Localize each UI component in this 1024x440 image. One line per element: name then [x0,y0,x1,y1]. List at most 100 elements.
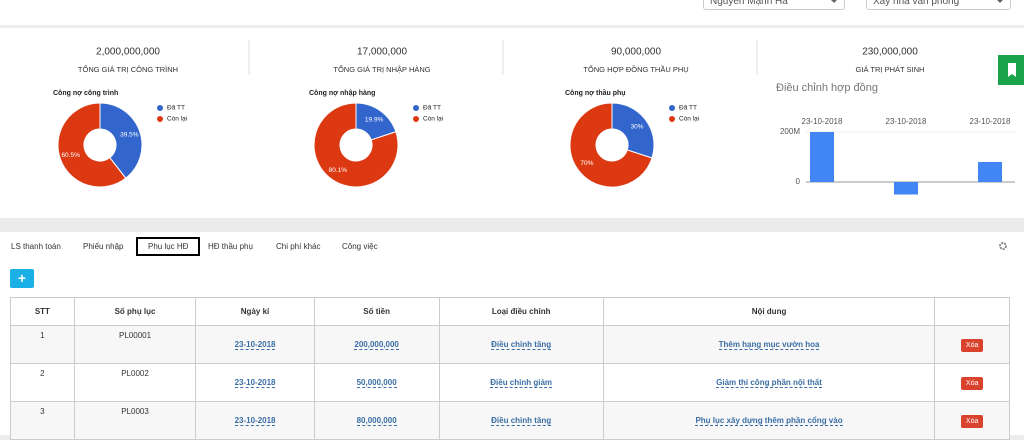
legend-swatch [157,105,163,111]
legend-swatch [669,105,675,111]
tab[interactable]: Công việc [342,242,378,251]
tab[interactable]: LS thanh toán [11,242,61,251]
table-cell: 23-10-2018 [195,401,315,440]
editable-link[interactable]: 80,000,000 [356,416,397,426]
legend-label: Còn lại [679,116,699,123]
slice-label: 19.9% [365,117,384,124]
table-cell: PL0003 [73,401,197,440]
header-cell: Ngày kí [195,297,315,326]
table-cell: PL00001 [73,325,197,364]
editable-link[interactable]: 200,000,000 [354,340,399,350]
table-cell: PL0002 [73,363,197,402]
table-cell: Giảm thi công phần nội thất [602,363,936,402]
table-cell: Xóa [934,401,1010,440]
editable-link[interactable]: 23-10-2018 [234,340,276,350]
delete-button[interactable]: Xóa [960,377,984,390]
pie-title: Công nợ thầu phụ [565,88,626,97]
y-tick-label: 0 [796,177,801,186]
stat-value: 2,000,000,000 [96,47,160,58]
bar [978,162,1002,182]
legend-label: Đã TT [679,105,697,112]
editable-link[interactable]: 50,000,000 [356,378,397,388]
slice-label: 70% [580,160,593,167]
stat-label: TỔNG GIÁ TRỊ CÔNG TRÌNH [78,65,178,74]
x-tick-label: 23-10-2018 [970,117,1011,126]
pie-slice [569,102,653,188]
bookmark-icon [1008,63,1016,77]
stat-value: 17,000,000 [357,47,407,58]
editable-link[interactable]: Điều chỉnh tăng [491,340,552,350]
table-row: 3 PL0003 23-10-2018 80,000,000 Điều chỉnh tă… [10,401,1010,440]
data-table: STT Số phụ lục Ngày kí Số tiền Loại điều chỉ… [10,297,1010,440]
project-select[interactable]: Xây nhà văn phòng [866,0,1011,10]
slice-label: 39.5% [120,132,139,139]
header-cell: Số tiền [313,297,440,326]
table-cell: 3 [10,401,75,440]
pie-slice [99,102,143,179]
user-select[interactable]: Nguyễn Mạnh Hà [703,0,845,10]
table-row: 2 PL0002 23-10-2018 50,000,000 Điều chỉnh gi… [10,363,1010,402]
tab[interactable]: HĐ thầu phụ [208,242,253,251]
table-cell: 23-10-2018 [195,325,315,364]
x-tick-label: 23-10-2018 [886,117,927,126]
legend-swatch [157,116,163,122]
table-cell: 50,000,000 [313,363,440,402]
tab[interactable]: Phụ lục HĐ [136,237,201,256]
table-cell: Điều chỉnh tăng [438,325,604,364]
bar-title: Điều chỉnh hợp đồng [776,82,878,94]
delete-button[interactable]: Xóa [960,339,984,352]
stat-label: TỔNG GIÁ TRỊ NHẬP HÀNG [333,65,430,74]
table-cell: 2 [10,363,75,402]
header-cell: Loại điều chỉnh [438,297,604,326]
header-cell: Nội dung [602,297,936,326]
stat-value: 230,000,000 [862,47,918,58]
settings-icon[interactable] [998,241,1008,251]
editable-link[interactable]: Giảm thi công phần nội thất [716,378,822,388]
legend-label: Đã TT [167,105,185,112]
add-button[interactable]: + [10,269,34,288]
slice-label: 30% [631,123,644,130]
tab[interactable]: Chi phí khác [276,242,321,251]
legend-swatch [413,116,419,122]
editable-link[interactable]: Điều chỉnh giảm [490,378,553,388]
tab[interactable]: Phiếu nhập [83,242,124,251]
table-cell: Xóa [934,363,1010,402]
pie-slice [57,102,127,188]
stat-label: TỔNG HỢP ĐỒNG THẦU PHỤ [583,64,688,74]
table-cell: Thêm hạng mục vườn hoa [602,325,936,364]
editable-link[interactable]: 23-10-2018 [234,378,276,388]
table-cell: Điều chỉnh giảm [438,363,604,402]
legend-swatch [413,105,419,111]
dashboard-panel [0,28,1024,218]
stat-label: GIÁ TRỊ PHÁT SINH [856,65,925,74]
charts: 2,000,000,000 TỔNG GIÁ TRỊ CÔNG TRÌNH 17,0… [53,40,1024,195]
header-cell: Số phụ lục [73,297,197,326]
legend-label: Còn lại [423,116,443,123]
table-cell: 1 [10,325,75,364]
table-cell: Xóa [934,325,1010,364]
table-cell: Phụ lục xây dựng thêm phần cổng vào [602,401,936,440]
top-bar: Nguyễn Mạnh Hà Xây nhà văn phòng [0,0,1024,25]
editable-link[interactable]: Điều chỉnh tăng [491,416,552,426]
bar [810,132,834,182]
bar [894,182,918,195]
slice-label: 80.1% [329,167,348,174]
legend-label: Còn lại [167,116,187,123]
tabs-panel: + LS thanh toán Phiếu nhập Phụ lục HĐ HĐ th… [0,232,1024,440]
pie-title: Công nợ nhập hàng [309,90,375,97]
pie-slice [611,102,655,159]
header-cell: STT [10,297,75,326]
editable-link[interactable]: Phụ lục xây dựng thêm phần cổng vào [695,416,843,426]
pie-title: Công nợ công trình [53,90,118,97]
editable-link[interactable]: 23-10-2018 [234,416,276,426]
header-cell [934,297,1010,326]
editable-link[interactable]: Thêm hạng mục vườn hoa [718,340,820,350]
legend-label: Đã TT [423,105,441,112]
table-cell: Điều chỉnh tăng [438,401,604,440]
pie-slice [313,102,399,188]
x-tick-label: 23-10-2018 [802,117,843,126]
header-row: STT Số phụ lục Ngày kí Số tiền Loại điều chỉ… [10,297,1010,326]
slice-label: 60.5% [61,152,80,159]
legend-swatch [669,116,675,122]
delete-button[interactable]: Xóa [960,415,984,428]
